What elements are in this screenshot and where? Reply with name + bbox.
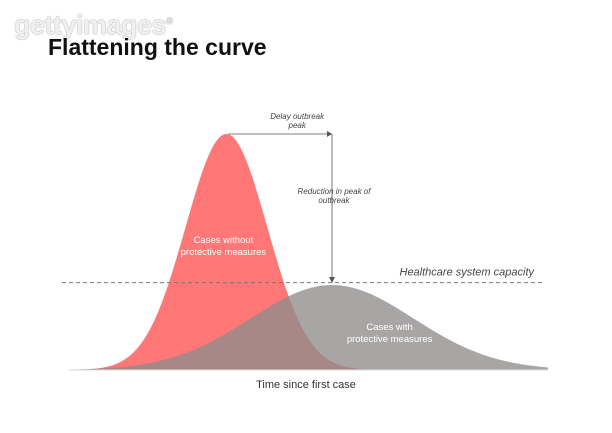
reduction-annotation-line-2: outbreak xyxy=(318,196,350,205)
chart-title: Flattening the curve xyxy=(48,34,267,60)
delay-peak-arrowhead xyxy=(327,131,332,137)
cases-without-measures-area xyxy=(68,134,548,370)
cases-with-measures-area xyxy=(68,285,548,370)
without-measures-label-line-1: Cases without xyxy=(194,235,254,246)
delay-annotation-line-1: Delay outbreak xyxy=(270,112,325,121)
reduction-annotation-line-1: Reduction in peak of xyxy=(298,187,372,196)
healthcare-capacity-label: Healthcare system capacity xyxy=(400,267,536,279)
with-measures-label-line-1: Cases with xyxy=(366,322,412,333)
delay-annotation-line-2: peak xyxy=(288,121,307,130)
reduction-peak-arrowhead xyxy=(329,277,335,284)
without-measures-label-line-2: protective measures xyxy=(181,247,267,258)
watermark-logo: gettyimages® xyxy=(14,10,173,40)
with-measures-label-line-2: protective measures xyxy=(347,334,433,345)
x-axis-label: Time since first case xyxy=(256,379,356,391)
